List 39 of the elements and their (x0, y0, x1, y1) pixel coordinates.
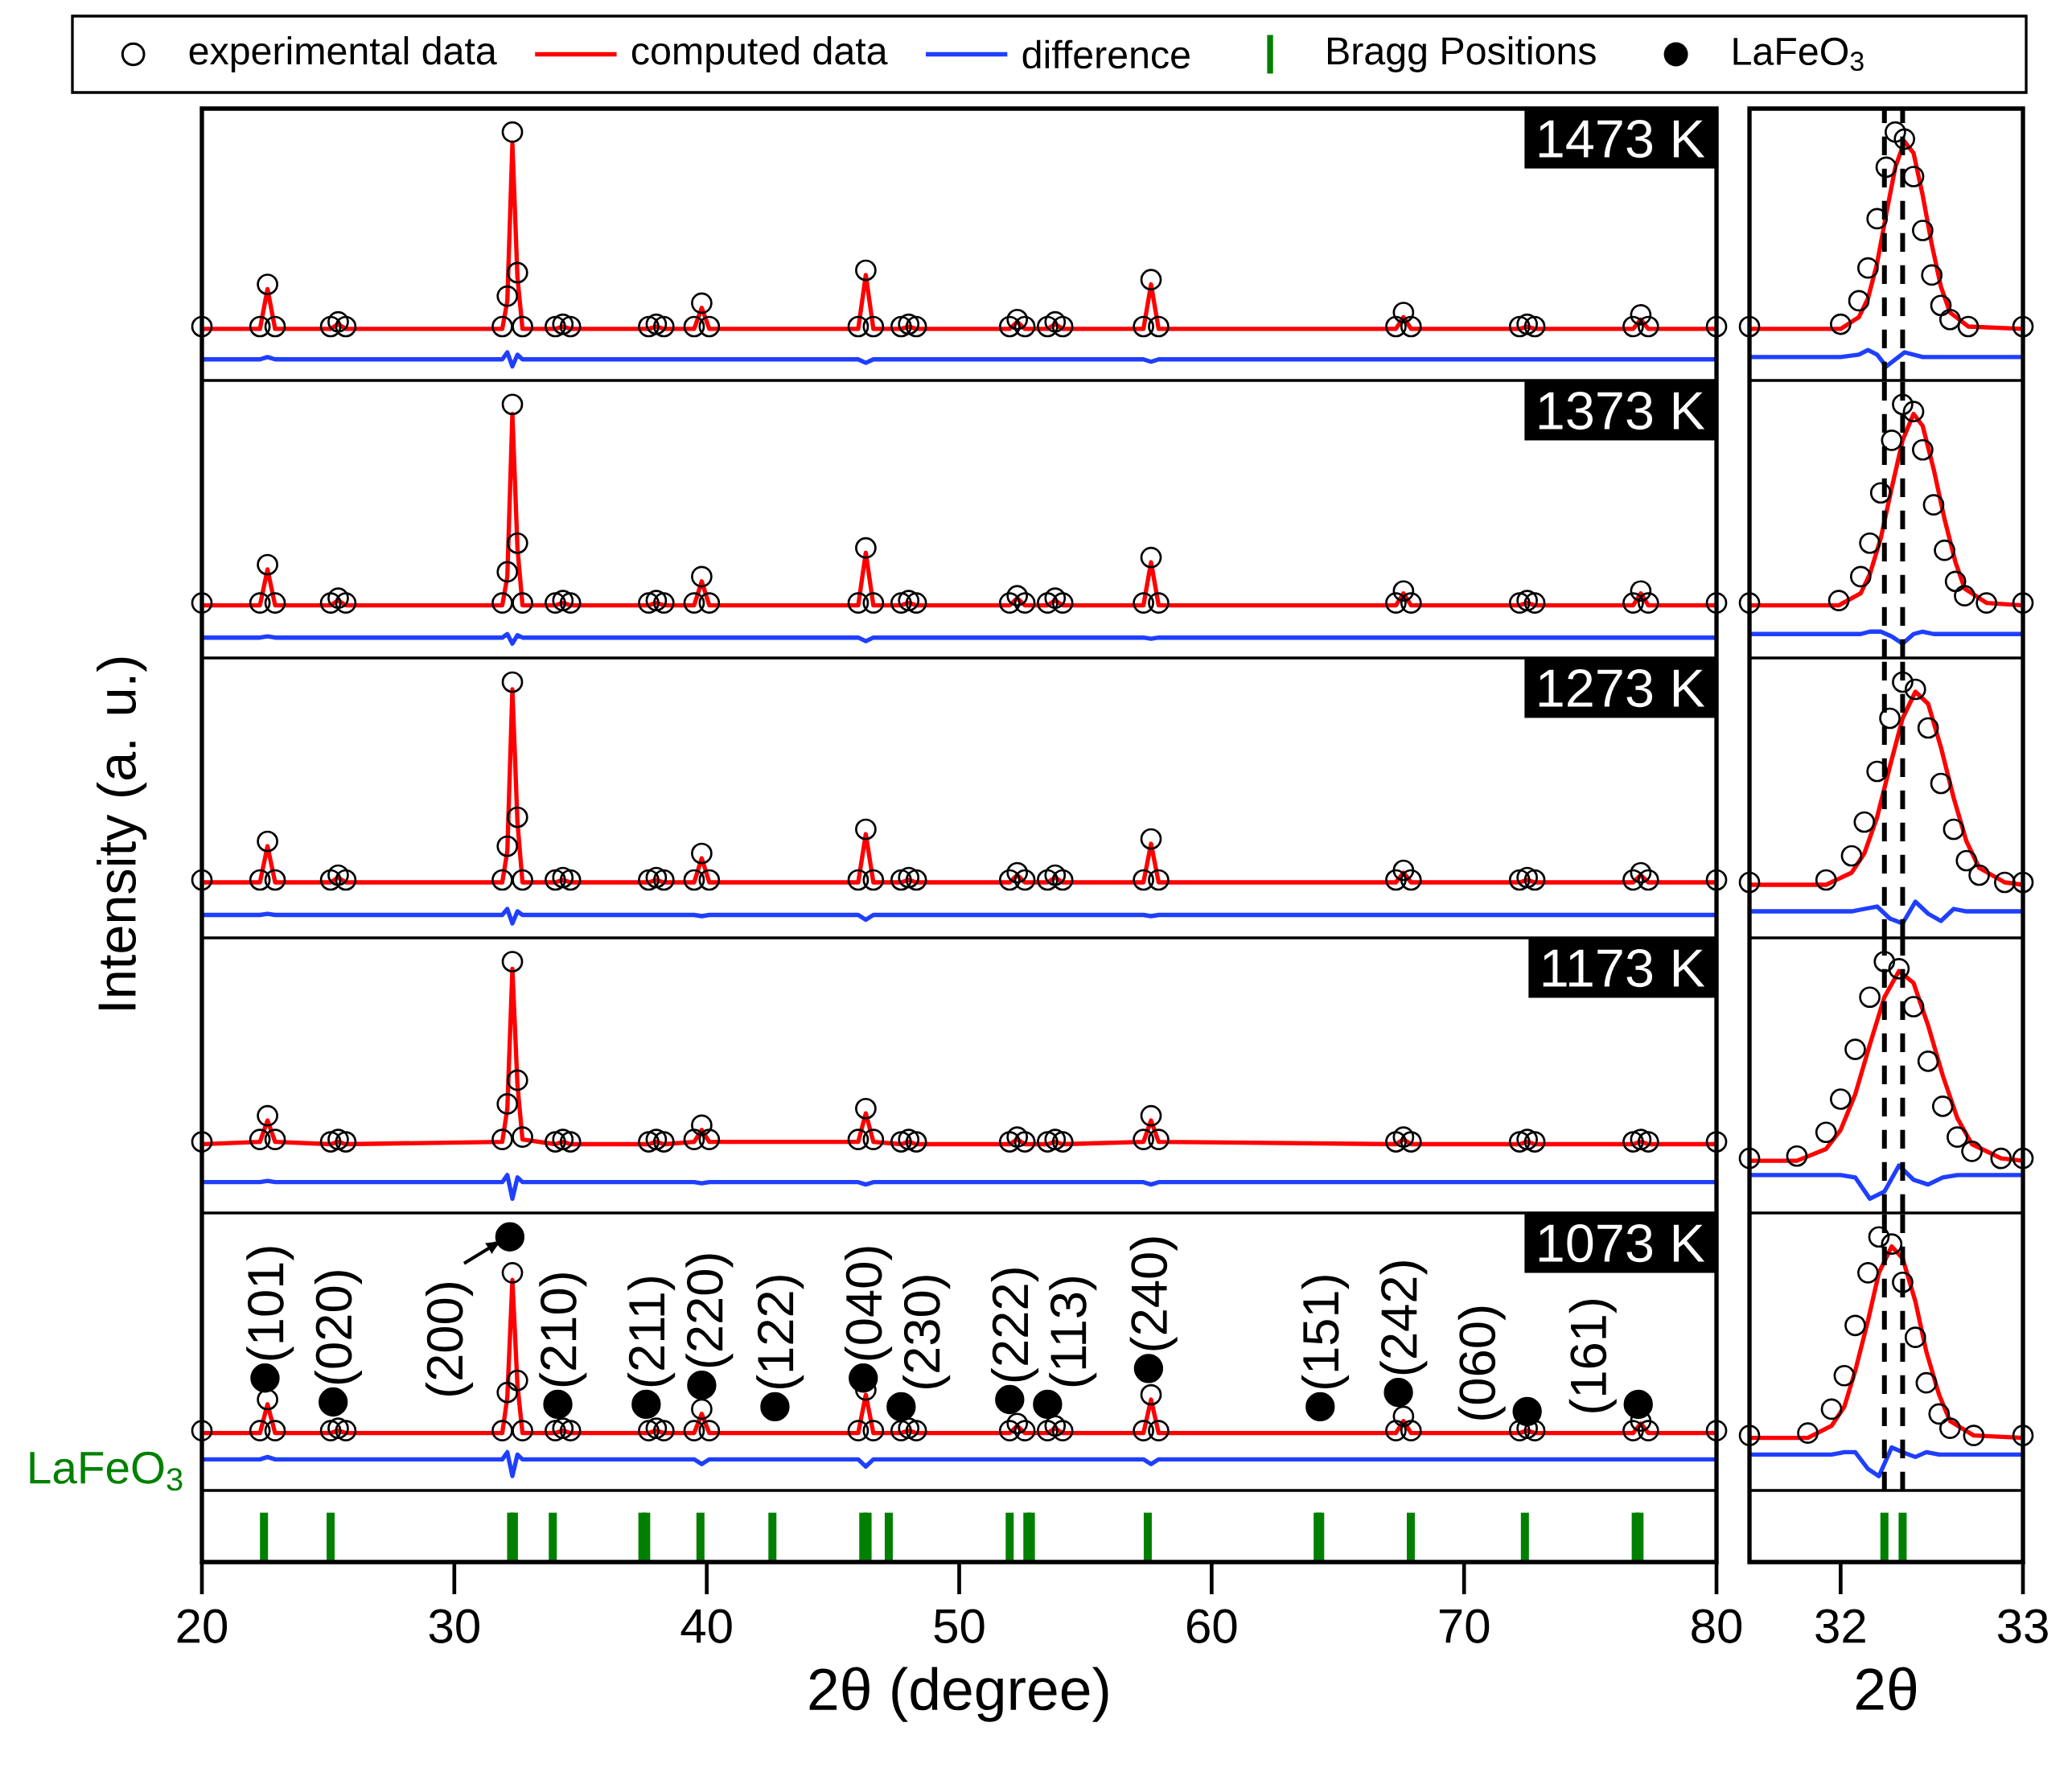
annotation: (242) (1379, 1261, 1428, 1375)
x-axis-title: 2θ (1856, 1667, 1917, 1711)
legend-label: Bragg Positions (1328, 35, 1596, 73)
chart-title: 1173 K (1543, 949, 1705, 988)
x-tick-label: 80 (1692, 1609, 1742, 1643)
annotation: (101) (246, 1247, 294, 1360)
x-tick-label: 32 (1815, 1609, 1865, 1643)
chart-title: 1273 K (1539, 669, 1705, 708)
legend-label: difference (1022, 39, 1190, 69)
y-axis-title: Intensity (a. u.) (97, 657, 147, 1009)
x-tick-label: 60 (1187, 1609, 1237, 1643)
annotation: (210) (539, 1273, 587, 1387)
x-tick-label: 33 (1997, 1609, 2048, 1643)
annotation: (200) (426, 1283, 474, 1396)
legend-label: experimental data (189, 35, 497, 73)
annotation: (211) (627, 1276, 676, 1387)
annotation: (040) (845, 1247, 893, 1360)
annotation: (161) (1568, 1299, 1617, 1412)
annotation: (122) (756, 1276, 804, 1389)
x-tick-label: 20 (177, 1609, 228, 1643)
x-tick-label: 70 (1439, 1609, 1490, 1643)
annotation: (020) (314, 1271, 362, 1384)
x-tick-label: 50 (934, 1609, 985, 1643)
annotation: (240) (1129, 1237, 1178, 1350)
annotation: (230) (902, 1276, 951, 1389)
chart-title: 1373 K (1539, 392, 1705, 430)
annotation: (220) (685, 1254, 734, 1367)
annotation: (060) (1457, 1306, 1506, 1420)
chart-title: 1473 K (1539, 120, 1705, 158)
y-axis-title: LaFeO$_{3}$ (30, 1451, 183, 1491)
annotation: (222) (991, 1268, 1039, 1382)
legend-label: LaFeO$_{3}$ (1733, 37, 1864, 72)
chart-title: 1073 K (1539, 1224, 1705, 1263)
annotation: (113) (1049, 1276, 1097, 1387)
x-tick-label: 30 (429, 1609, 479, 1643)
annotation: (151) (1301, 1276, 1350, 1389)
x-tick-label: 40 (680, 1609, 732, 1643)
x-axis-title: 2θ (degree) (809, 1667, 1108, 1722)
legend-label: computed data (631, 35, 888, 73)
